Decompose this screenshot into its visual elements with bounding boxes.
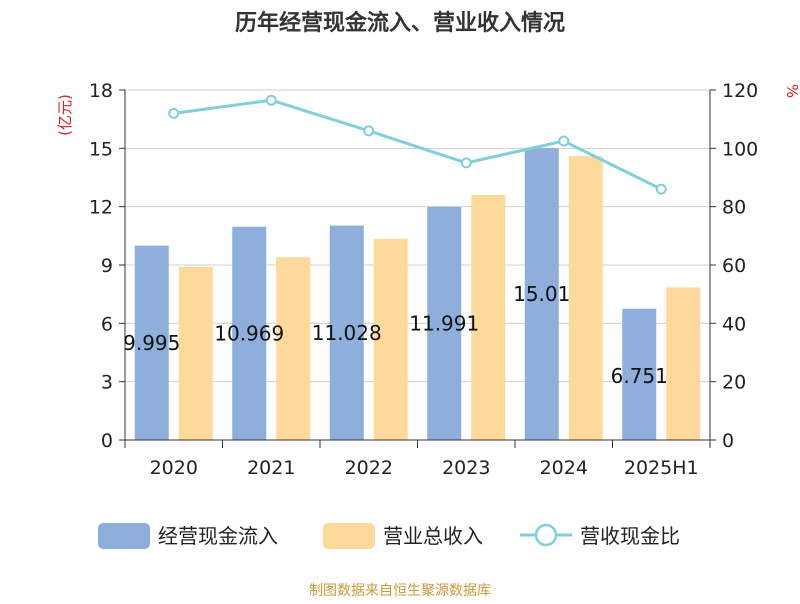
bar-cash-inflow[interactable]	[329, 225, 364, 440]
line-point[interactable]	[168, 107, 180, 119]
bar-cash-inflow[interactable]	[134, 245, 169, 440]
left-axis-tick-label: 3	[101, 372, 113, 394]
right-axis-tick-label: 100	[722, 138, 758, 160]
x-axis-tick-label: 2022	[345, 457, 393, 479]
bar-cash-inflow[interactable]	[232, 226, 267, 440]
bar-revenue[interactable]	[568, 156, 603, 440]
legend-swatch	[323, 523, 375, 549]
left-axis-tick-label: 15	[89, 138, 113, 160]
bars-group	[134, 148, 701, 440]
left-axis-unit: (亿元)	[56, 94, 74, 136]
bar-data-label: 11.991	[409, 311, 479, 335]
right-axis-tick-label: 120	[722, 80, 758, 102]
legend-label: 营收现金比	[580, 524, 680, 548]
left-axis-tick-label: 0	[101, 430, 113, 452]
bar-data-label: 15.01	[513, 282, 570, 306]
right-axis-tick-label: 20	[722, 372, 746, 394]
axes-group: 0 3 6 9 12 15 18 0 20 40 60 80 100 120 2020 2021 2022 202…	[89, 80, 758, 479]
bar-data-label: 10.969	[214, 321, 284, 345]
line-point[interactable]	[558, 135, 570, 147]
line-series-path	[173, 98, 662, 191]
line-point[interactable]	[655, 183, 667, 195]
bar-data-label: 9.995	[123, 331, 180, 355]
legend-swatch	[98, 523, 150, 549]
legend-marker	[534, 523, 558, 547]
line-point[interactable]	[460, 157, 472, 169]
source-note: 制图数据来自恒生聚源数据库	[309, 583, 491, 599]
line-series-group	[168, 94, 667, 195]
bar-data-label: 6.751	[611, 364, 668, 388]
legend-label: 经营现金流入	[158, 524, 278, 548]
x-axis-tick-label: 2021	[247, 457, 295, 479]
bar-data-label: 11.028	[312, 321, 382, 345]
left-axis-tick-label: 6	[101, 313, 113, 335]
right-axis-tick-label: 60	[722, 255, 746, 277]
legend-label: 营业总收入	[383, 524, 483, 548]
left-axis-tick-label: 12	[89, 197, 113, 219]
bar-revenue[interactable]	[666, 287, 701, 440]
right-axis-unit: %	[783, 84, 800, 98]
bar-revenue[interactable]	[471, 195, 506, 440]
x-axis-tick-label: 2023	[442, 457, 490, 479]
x-axis-tick-label: 2025H1	[624, 457, 699, 479]
data-labels-group: 9.995 10.969 11.028 11.991 15.01 6.751	[123, 282, 668, 388]
x-axis-tick-label: 2024	[540, 457, 588, 479]
bar-cash-inflow[interactable]	[524, 148, 559, 440]
left-axis-tick-label: 9	[101, 255, 113, 277]
bar-revenue[interactable]	[276, 257, 311, 440]
bar-cash-inflow[interactable]	[622, 308, 657, 440]
right-axis-tick-label: 0	[722, 430, 734, 452]
chart-title: 历年经营现金流入、营业收入情况	[235, 10, 565, 36]
left-axis-tick-label: 18	[89, 80, 113, 102]
x-axis-tick-label: 2020	[150, 457, 198, 479]
line-point[interactable]	[363, 125, 375, 137]
bar-revenue[interactable]	[373, 238, 408, 440]
right-axis-tick-label: 40	[722, 313, 746, 335]
right-axis-tick-label: 80	[722, 197, 746, 219]
bar-revenue[interactable]	[178, 266, 213, 440]
line-point[interactable]	[265, 94, 277, 106]
bar-cash-inflow[interactable]	[427, 206, 462, 440]
legend: 经营现金流入 营业总收入 营收现金比	[98, 523, 680, 549]
